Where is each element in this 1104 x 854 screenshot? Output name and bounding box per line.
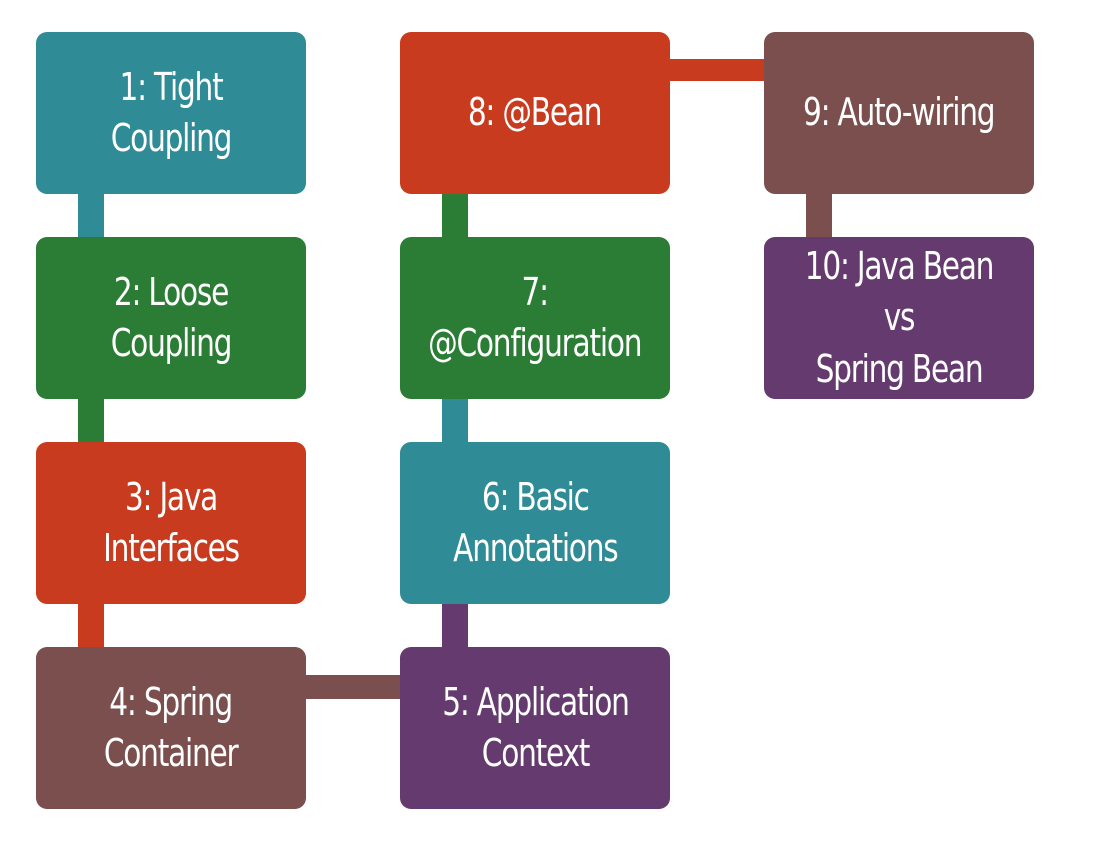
step-4-label: 4: Spring Container: [104, 679, 239, 775]
step-2-label: 2: Loose Coupling: [110, 269, 233, 365]
step-5-label: 5: Application Context: [441, 679, 630, 775]
connector-7-8: [442, 192, 468, 238]
step-2-box: 2: Loose Coupling: [36, 237, 306, 399]
step-3-box: 3: Java Interfaces: [36, 442, 306, 604]
connector-1-2: [78, 192, 104, 238]
connector-2-3: [78, 397, 104, 443]
connector-5-6: [442, 602, 468, 648]
step-10-label: 10: Java Bean vs Spring Bean: [804, 244, 995, 391]
step-9-box: 9: Auto-wiring: [764, 32, 1034, 194]
connector-9-10: [806, 192, 832, 238]
step-6-box: 6: Basic Annotations: [400, 442, 670, 604]
step-1-label: 1: Tight Coupling: [110, 64, 233, 160]
connector-4-5: [305, 675, 402, 699]
step-5-box: 5: Application Context: [400, 647, 670, 809]
step-6-label: 6: Basic Annotations: [452, 474, 619, 570]
connector-8-9: [670, 59, 765, 81]
step-8-label: 8: @Bean: [468, 90, 603, 135]
step-8-box: 8: @Bean: [400, 32, 670, 194]
step-4-box: 4: Spring Container: [36, 647, 306, 809]
step-10-box: 10: Java Bean vs Spring Bean: [764, 237, 1034, 399]
step-1-box: 1: Tight Coupling: [36, 32, 306, 194]
connector-6-7: [442, 397, 468, 443]
step-9-label: 9: Auto-wiring: [803, 90, 996, 135]
step-3-label: 3: Java Interfaces: [103, 474, 240, 570]
step-7-label: 7: @Configuration: [428, 269, 642, 365]
step-7-box: 7: @Configuration: [400, 237, 670, 399]
connector-3-4: [78, 602, 104, 648]
